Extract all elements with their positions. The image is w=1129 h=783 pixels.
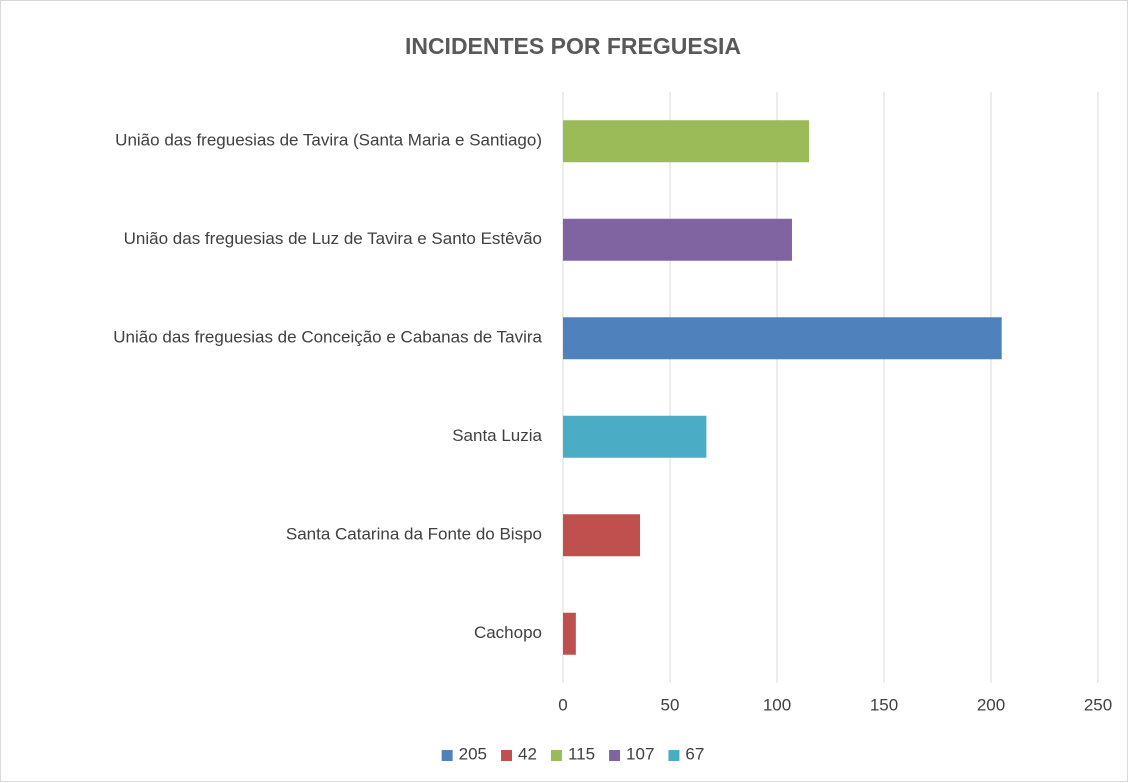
- legend-label: 67: [685, 744, 704, 763]
- y-tick-label: União das freguesias de Luz de Tavira e …: [124, 229, 542, 248]
- x-tick-label: 250: [1084, 695, 1112, 714]
- legend-swatch: [501, 750, 513, 761]
- legend-swatch: [609, 750, 621, 761]
- bar: [563, 612, 576, 655]
- y-tick-label: Santa Catarina da Fonte do Bispo: [286, 525, 542, 544]
- x-tick-label: 100: [763, 695, 791, 714]
- legend-swatch: [550, 750, 562, 761]
- bar: [563, 415, 707, 458]
- legend-label: 205: [459, 744, 487, 763]
- x-tick-label: 200: [977, 695, 1005, 714]
- y-tick-label: Santa Luzia: [452, 426, 542, 445]
- chart-title: INCIDENTES POR FREGUESIA: [405, 33, 741, 59]
- x-tick-label: 50: [661, 695, 680, 714]
- x-tick-label: 0: [558, 695, 567, 714]
- bar: [563, 120, 810, 163]
- y-tick-label: União das freguesias de Tavira (Santa Ma…: [115, 131, 542, 150]
- bar: [563, 514, 641, 557]
- legend-swatch: [668, 750, 680, 761]
- bar: [563, 317, 1002, 360]
- y-tick-label: Cachopo: [474, 623, 542, 642]
- legend-label: 115: [568, 744, 595, 763]
- x-tick-label: 150: [870, 695, 898, 714]
- y-tick-label: União das freguesias de Conceição e Caba…: [113, 328, 542, 347]
- legend-label: 42: [518, 744, 537, 763]
- legend-label: 107: [626, 744, 654, 763]
- bar: [563, 218, 792, 261]
- legend-swatch: [441, 750, 453, 761]
